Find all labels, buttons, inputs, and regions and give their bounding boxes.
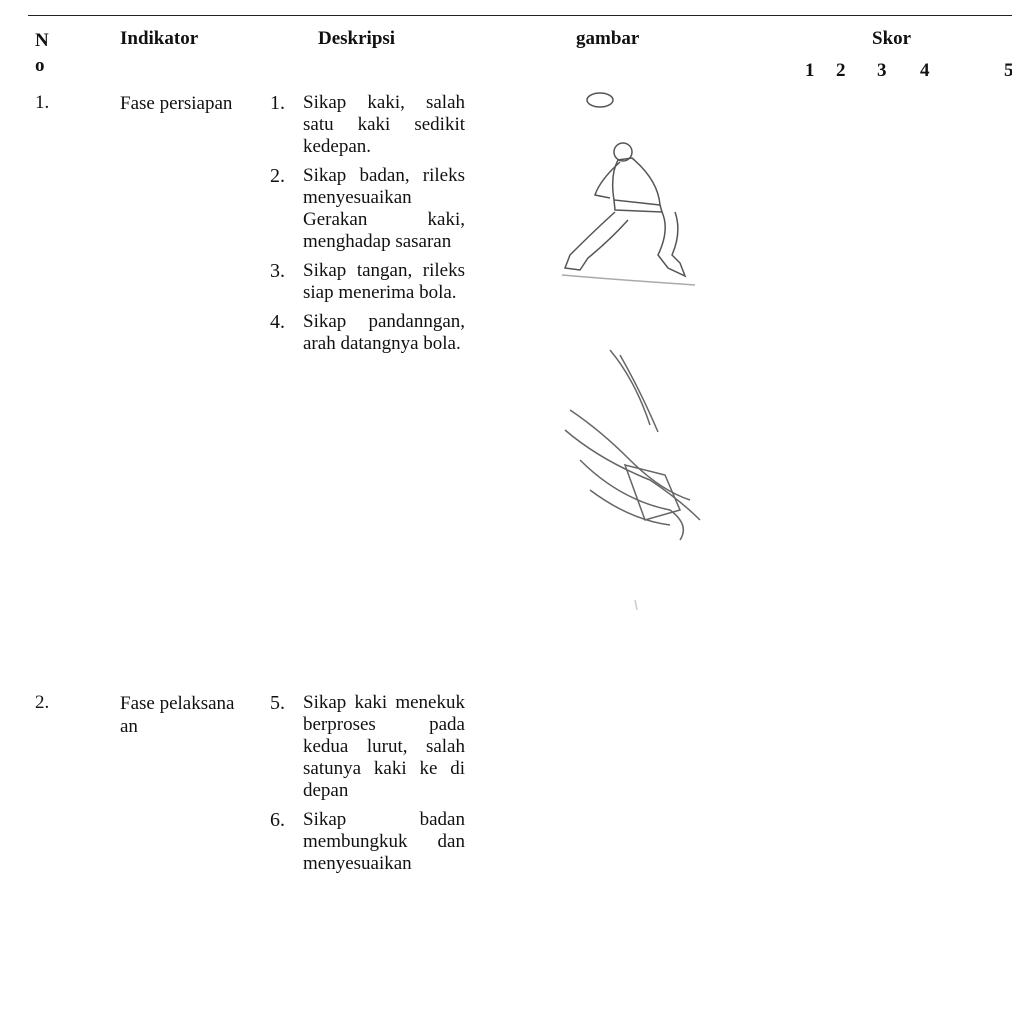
list-item: 4. Sikap pandanngan, arah datangnya bola. bbox=[270, 311, 470, 355]
header-no: No bbox=[35, 30, 49, 76]
item-number: 5. bbox=[270, 692, 285, 714]
item-number: 6. bbox=[270, 809, 285, 831]
arms-sketch bbox=[564, 349, 701, 610]
row-no: 2. bbox=[35, 692, 50, 713]
score-level: 3 bbox=[877, 60, 887, 81]
player-figure bbox=[561, 142, 696, 286]
header-description: Deskripsi bbox=[318, 28, 396, 49]
row-indicator: Fase persiapan bbox=[120, 93, 233, 114]
item-number: 2. bbox=[270, 165, 285, 187]
item-number: 1. bbox=[270, 92, 285, 114]
score-level: 2 bbox=[836, 60, 846, 81]
item-text: Sikap badan membungkuk dan menyesuaikan bbox=[303, 809, 465, 874]
item-text: Sikap pandanngan, arah datangnya bola. bbox=[303, 311, 465, 354]
item-text: Sikap kaki menekuk berproses pada kedua … bbox=[303, 692, 465, 801]
table-top-rule bbox=[28, 15, 1012, 16]
illustration bbox=[561, 92, 701, 610]
row-indicator: Fase pelaksanaan bbox=[120, 693, 235, 737]
score-level: 4 bbox=[920, 60, 930, 81]
item-text: Sikap badan, rileks menyesuaikan Gerakan… bbox=[303, 165, 465, 252]
header-image: gambar bbox=[576, 28, 640, 49]
list-item: 6. Sikap badan membungkuk dan menyesuaika… bbox=[270, 809, 470, 875]
header-score: Skor bbox=[872, 28, 912, 49]
list-item: 5. Sikap kaki menekuk berproses pada kedu… bbox=[270, 692, 470, 802]
item-text: Sikap tangan, rileks siap menerima bola. bbox=[303, 260, 465, 303]
list-item: 3. Sikap tangan, rileks siap menerima bol… bbox=[270, 260, 470, 304]
item-text: Sikap kaki, salah satu kaki sedikit kede… bbox=[303, 92, 465, 157]
list-item: 2. Sikap badan, rileks menyesuaikan Gerak… bbox=[270, 165, 470, 253]
list-item: 1. Sikap kaki, salah satu kaki sedikit ke… bbox=[270, 92, 470, 158]
score-level: 1 bbox=[805, 60, 815, 81]
item-number: 3. bbox=[270, 260, 285, 282]
description-list: 5. Sikap kaki menekuk berproses pada kedu… bbox=[270, 692, 470, 882]
item-number: 4. bbox=[270, 311, 285, 333]
ball bbox=[586, 92, 614, 108]
header-indicator: Indikator bbox=[120, 28, 199, 49]
score-level: 5 bbox=[1004, 60, 1012, 81]
row-no: 1. bbox=[35, 92, 50, 113]
description-list: 1. Sikap kaki, salah satu kaki sedikit ke… bbox=[270, 92, 470, 362]
